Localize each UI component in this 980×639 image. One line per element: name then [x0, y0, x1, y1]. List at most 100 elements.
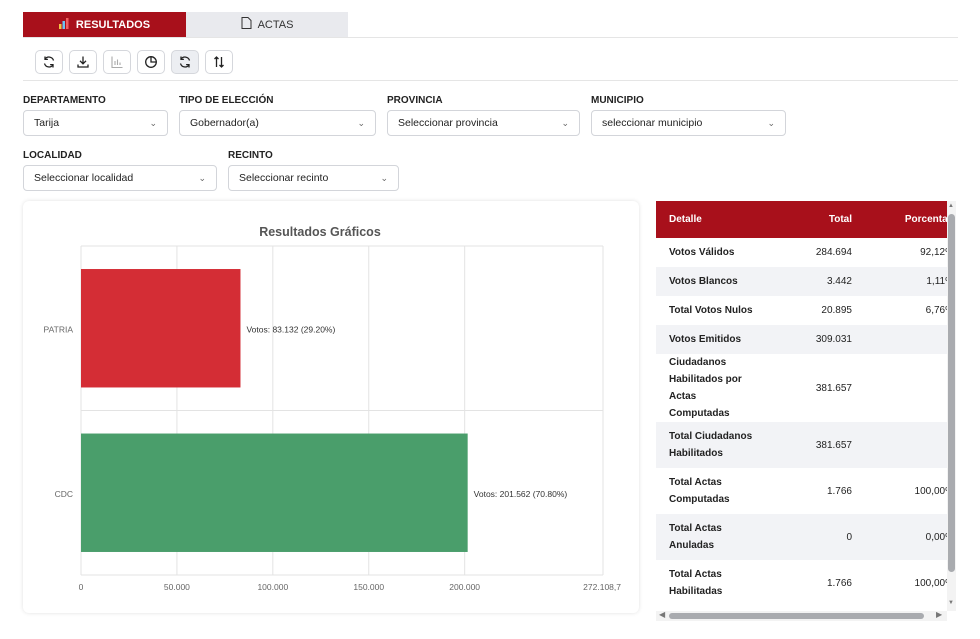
select-value: seleccionar municipio [602, 117, 703, 129]
departamento-select[interactable]: Tarija ⌄ [23, 110, 168, 136]
localidad-select[interactable]: Seleccionar localidad ⌄ [23, 165, 217, 191]
table-row: Total Actas Habilitadas 1.766 100,00% [656, 560, 956, 606]
refresh-icon [179, 56, 191, 68]
scroll-right-arrow-icon[interactable]: ▶ [936, 610, 943, 619]
tab-label: RESULTADOS [75, 18, 151, 31]
filter-recinto: RECINTO Seleccionar recinto ⌄ [228, 150, 399, 191]
divider [23, 80, 958, 81]
results-table: Detalle Total Porcentaje Votos Válidos 28… [656, 201, 956, 606]
sort-icon [214, 56, 224, 68]
filter-municipio: MUNICIPIO seleccionar municipio ⌄ [591, 95, 786, 136]
refresh-button[interactable] [35, 50, 63, 74]
filter-label: RECINTO [228, 150, 273, 161]
divider [23, 37, 958, 38]
chevron-down-icon: ⌄ [357, 117, 365, 128]
bar-chart-button[interactable] [103, 50, 131, 74]
data-label: Votos: 201.562 (70.80%) [474, 489, 568, 499]
header-detalle: Detalle [669, 214, 702, 225]
filter-label: MUNICIPIO [591, 95, 644, 106]
table-row: Total Ciudadanos Habilitados 381.657 [656, 422, 956, 468]
document-icon [241, 17, 252, 32]
cell-total: 284.694 [815, 247, 852, 258]
table-row: Votos Emitidos 309.031 [656, 325, 956, 354]
cell-detalle: Total Actas Computadas [669, 477, 730, 505]
cell-total: 1.766 [826, 485, 852, 497]
cell-total: 3.442 [826, 276, 852, 287]
cell-total: 381.657 [815, 382, 852, 394]
chart-title: Resultados Gráficos [259, 225, 381, 239]
municipio-select[interactable]: seleccionar municipio ⌄ [591, 110, 786, 136]
header-porcentaje: Porcentaje [904, 214, 956, 225]
select-value: Gobernador(a) [190, 117, 259, 129]
horizontal-scroll-thumb[interactable] [669, 613, 924, 619]
tab-actas[interactable]: ACTAS [186, 12, 348, 37]
tab-bar: RESULTADOS ACTAS [23, 12, 348, 37]
filter-departamento: DEPARTAMENTO Tarija ⌄ [23, 95, 168, 136]
filter-label: PROVINCIA [387, 95, 443, 106]
cell-porcentaje: 1,11% [926, 276, 954, 287]
x-tick-label: 272.108,7 [583, 582, 621, 592]
scroll-down-arrow-icon[interactable]: ▼ [948, 600, 954, 606]
bar [81, 433, 468, 552]
select-value: Tarija [34, 117, 60, 129]
chevron-down-icon: ⌄ [767, 117, 775, 128]
recinto-select[interactable]: Seleccionar recinto ⌄ [228, 165, 399, 191]
filter-localidad: LOCALIDAD Seleccionar localidad ⌄ [23, 150, 217, 191]
chart-card: Resultados Gráficos PATRIA Votos: 83.132 (… [23, 201, 639, 613]
cell-detalle: Votos Blancos [669, 276, 738, 287]
scroll-up-arrow-icon[interactable]: ▲ [948, 203, 954, 209]
table-row: Ciudadanos Habilitados por Actas Computa… [656, 354, 956, 422]
scroll-left-arrow-icon[interactable]: ◀ [659, 610, 666, 619]
table-header-row: Detalle Total Porcentaje [656, 201, 956, 238]
vertical-scroll-thumb[interactable] [948, 214, 955, 572]
cell-porcentaje: 100,00% [914, 577, 954, 589]
cell-porcentaje: 0,00% [925, 531, 954, 543]
chevron-down-icon: ⌄ [561, 117, 569, 128]
sort-button[interactable] [205, 50, 233, 74]
refresh-icon [43, 56, 55, 68]
cell-porcentaje [852, 354, 956, 422]
y-tick-label: CDC [55, 489, 73, 499]
chevron-down-icon: ⌄ [149, 117, 157, 128]
table-row: Votos Válidos 284.694 92,12% [656, 238, 956, 267]
cell-total: 0 [846, 531, 852, 543]
cell-porcentaje [852, 325, 956, 354]
tab-label: ACTAS [257, 18, 294, 31]
tab-resultados[interactable]: RESULTADOS [23, 12, 186, 37]
bar [81, 269, 241, 388]
filter-label: DEPARTAMENTO [23, 95, 106, 106]
cell-total: 20.895 [821, 305, 852, 316]
select-value: Seleccionar provincia [398, 117, 498, 129]
x-tick-label: 150.000 [353, 582, 384, 592]
cell-detalle: Total Actas Habilitadas [669, 569, 723, 597]
cell-porcentaje [852, 422, 956, 468]
tipo-eleccion-select[interactable]: Gobernador(a) ⌄ [179, 110, 376, 136]
bar-chart-icon [111, 56, 123, 69]
pie-chart-button[interactable] [137, 50, 165, 74]
cell-porcentaje: 100,00% [914, 485, 954, 497]
provincia-select[interactable]: Seleccionar provincia ⌄ [387, 110, 580, 136]
table-row: Total Actas Computadas 1.766 100,00% [656, 468, 956, 514]
cell-porcentaje: 92,12% [920, 247, 954, 258]
select-value: Seleccionar localidad [34, 172, 134, 184]
cell-detalle: Total Votos Nulos [669, 305, 753, 316]
cell-detalle: Total Ciudadanos Habilitados [669, 431, 753, 459]
x-tick-label: 50.000 [164, 582, 190, 592]
cell-detalle: Ciudadanos Habilitados por Actas Computa… [669, 357, 742, 419]
table-row: Votos Blancos 3.442 1,11% [656, 267, 956, 296]
filter-provincia: PROVINCIA Seleccionar provincia ⌄ [387, 95, 580, 136]
pie-chart-icon [145, 56, 157, 68]
download-button[interactable] [69, 50, 97, 74]
cell-porcentaje: 6,76% [925, 305, 954, 316]
x-tick-label: 0 [79, 582, 84, 592]
filter-tipo-eleccion: TIPO DE ELECCIÓN Gobernador(a) ⌄ [179, 95, 376, 136]
chevron-down-icon: ⌄ [198, 172, 206, 183]
cell-detalle: Votos Válidos [669, 247, 735, 258]
cell-total: 1.766 [826, 577, 852, 589]
results-table-container: Detalle Total Porcentaje Votos Válidos 28… [656, 201, 958, 624]
chevron-down-icon: ⌄ [380, 172, 388, 183]
x-tick-label: 200.000 [449, 582, 480, 592]
header-total: Total [828, 214, 852, 225]
cell-total: 381.657 [815, 439, 852, 451]
reset-button[interactable] [171, 50, 199, 74]
